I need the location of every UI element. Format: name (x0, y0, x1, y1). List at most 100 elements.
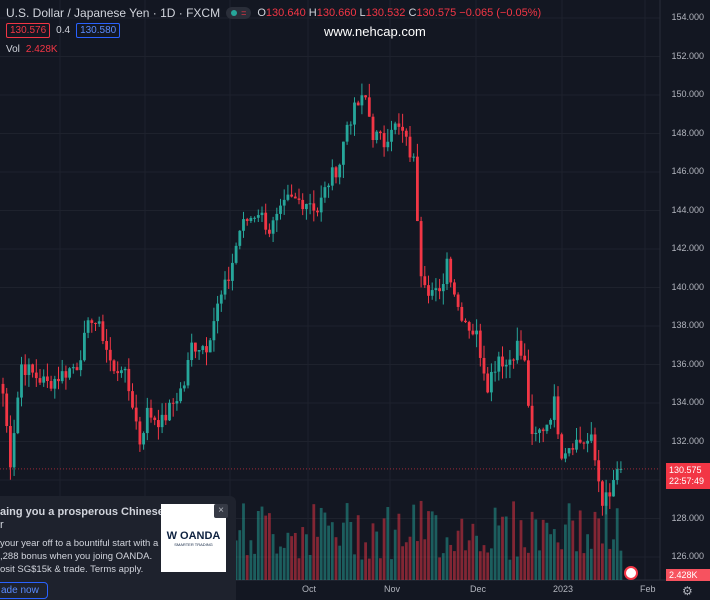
volume-bar (275, 553, 279, 580)
volume-bar (397, 513, 401, 580)
volume-bar (330, 522, 334, 580)
candle-body (404, 130, 408, 137)
candle-body (231, 262, 234, 281)
candle-body (349, 124, 353, 126)
candle-body (434, 288, 438, 291)
candle-body (157, 420, 160, 428)
settings-gear-icon[interactable]: ⚙ (682, 584, 693, 598)
candle-body (286, 194, 290, 200)
candle-body (212, 321, 216, 341)
close-icon[interactable]: × (214, 504, 228, 518)
volume-bar (338, 545, 342, 580)
candle-body (86, 320, 90, 333)
current-volume-label: 2.428K (666, 569, 710, 581)
volume-bar (597, 518, 601, 580)
candle-body (456, 294, 460, 307)
time-label-2023: 2023 (553, 584, 574, 594)
candle-body (412, 156, 416, 158)
volume-bar (423, 539, 427, 580)
volume-bar (242, 503, 245, 580)
candle-body (508, 359, 512, 365)
volume-bar (564, 524, 567, 580)
candle-body (216, 303, 219, 322)
equals-icon: = (241, 8, 247, 18)
candle-body (171, 402, 175, 404)
volume-bar (293, 532, 297, 580)
symbol-title[interactable]: U.S. Dollar / Japanese Yen · 1D · FXCM (6, 6, 221, 20)
volume-bar (367, 558, 371, 580)
candle-body (471, 330, 475, 335)
candle-body (46, 376, 49, 382)
candle-body (238, 230, 242, 246)
candle-body (445, 258, 449, 285)
volume-bar (508, 559, 512, 580)
volume-bar (253, 553, 256, 580)
candle-body (120, 370, 123, 374)
candle-body (160, 414, 164, 428)
volume-bar (430, 511, 434, 580)
volume-bar (349, 521, 353, 580)
volume-bar (334, 537, 338, 580)
candle-body (582, 442, 586, 444)
volume-bar (401, 546, 404, 580)
volume-bar (286, 532, 290, 580)
volume-bar (441, 553, 445, 580)
candle-body (16, 397, 20, 434)
candle-body (393, 123, 397, 130)
current-price-label: 130.575 22:57:49 (666, 463, 710, 489)
price-axis-label: 136.000 (671, 358, 704, 369)
volume-bar (519, 520, 523, 580)
candle-body (182, 385, 186, 389)
candle-body (390, 129, 393, 142)
candle-body (564, 453, 567, 459)
candle-body (53, 378, 57, 389)
volume-bar (256, 510, 260, 580)
market-open-icon (231, 10, 238, 16)
candle-body (316, 210, 319, 213)
candle-body (523, 355, 527, 361)
volume-bar (604, 501, 608, 580)
candle-body (249, 217, 253, 221)
candle-body (497, 356, 501, 372)
volume-bar (545, 522, 549, 580)
candle-body (242, 219, 245, 231)
candle-body (208, 340, 212, 353)
volume-bar (279, 546, 282, 580)
candle-body (253, 217, 256, 219)
volume-bar (297, 558, 301, 580)
volume-bar (360, 559, 364, 580)
candle-body (308, 203, 312, 205)
candle-body (23, 364, 27, 376)
candle-body (519, 340, 523, 356)
candle-body (612, 480, 615, 497)
candle-body (453, 282, 456, 295)
volume-bar (582, 553, 586, 580)
us-flag-event-icon[interactable] (624, 566, 638, 580)
candle-body (201, 346, 205, 351)
volume-bar (467, 540, 471, 580)
price-axis-label: 146.000 (671, 166, 704, 176)
candle-body (64, 371, 68, 378)
candle-body (619, 468, 623, 470)
volume-bar (515, 556, 519, 580)
candle-body (75, 367, 79, 371)
candle-body (379, 131, 382, 134)
watermark: www.nehcap.com (324, 24, 426, 39)
volume-bar (316, 536, 319, 580)
buy-button[interactable]: 130.580 (76, 23, 121, 38)
trade-now-button[interactable]: ade now (0, 582, 48, 599)
volume-bar (512, 501, 515, 580)
market-status[interactable]: = (226, 7, 252, 19)
sell-button[interactable]: 130.576 (6, 23, 51, 38)
candle-body (305, 203, 308, 210)
volume-bar (234, 540, 238, 580)
volume-bar (549, 534, 552, 580)
volume-bar (271, 534, 275, 580)
volume-bar (386, 507, 390, 580)
candle-body (571, 448, 575, 450)
price-axis-label: 138.000 (671, 320, 704, 330)
candle-body (116, 371, 120, 374)
candle-body (486, 373, 490, 393)
volume-bar (475, 535, 478, 580)
candle-body (575, 439, 578, 450)
